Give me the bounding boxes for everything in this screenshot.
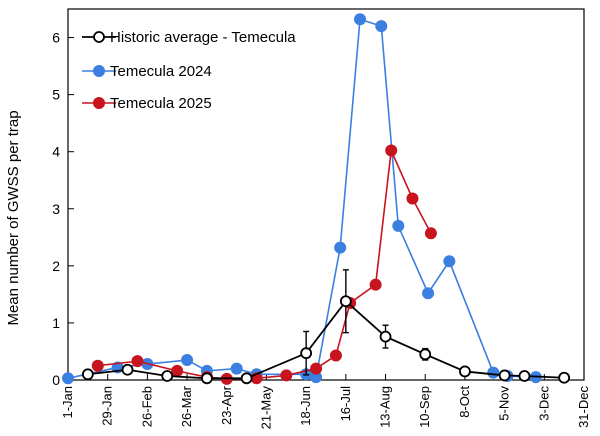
series-line <box>97 147 432 380</box>
x-tick-label: 26-Mar <box>179 385 194 427</box>
series-historic-average <box>81 269 571 385</box>
y-tick-label: 3 <box>52 201 60 217</box>
series-temecula-2025 <box>91 144 437 385</box>
data-point <box>354 13 367 26</box>
y-tick-label: 5 <box>52 87 60 103</box>
axes <box>67 8 585 381</box>
x-tick-label: 18-Jun <box>298 386 313 426</box>
data-point <box>422 287 435 300</box>
data-point <box>329 349 342 362</box>
data-point <box>443 255 456 268</box>
y-axis-label: Mean number of GWSS per trap <box>5 110 22 325</box>
data-point <box>81 368 94 381</box>
data-point <box>339 295 352 308</box>
data-point <box>424 227 437 240</box>
y-tick-label: 4 <box>52 144 60 160</box>
data-point <box>310 362 323 375</box>
data-point <box>62 372 74 385</box>
plot-frame <box>67 8 585 381</box>
y-tick-label: 2 <box>52 258 60 274</box>
data-point <box>334 241 347 254</box>
legend: Historic average - Temecula Temecula 2024… <box>82 29 296 112</box>
y-tick-label: 0 <box>52 372 60 388</box>
x-tick-label: 5-Nov <box>497 386 512 421</box>
data-point <box>240 372 253 385</box>
data-point <box>201 372 213 385</box>
x-tick-label: 8-Oct <box>457 386 472 418</box>
data-point <box>131 355 144 368</box>
data-point <box>406 192 419 205</box>
data-point <box>498 369 511 382</box>
legend-label: Historic average - Temecula <box>110 29 296 46</box>
x-tick-label: 10-Sep <box>417 386 432 428</box>
data-point <box>181 354 194 367</box>
data-point <box>121 363 134 376</box>
data-point <box>300 347 313 360</box>
x-tick-label: 3-Dec <box>536 386 551 421</box>
data-point <box>419 348 432 361</box>
data-point <box>280 369 293 382</box>
data-point <box>487 366 500 379</box>
y-tick-label: 1 <box>52 315 60 331</box>
x-axis-ticks: 1-Jan 29-Jan 26-Feb 26-Mar 23-Apr 21-May 18-Ju… <box>60 374 591 429</box>
series-line <box>67 18 536 380</box>
x-tick-label: 29-Jan <box>100 386 115 426</box>
x-tick-label: 16-Jul <box>338 386 353 422</box>
data-point <box>161 370 174 382</box>
x-tick-label: 13-Aug <box>378 386 393 428</box>
data-point <box>375 20 388 33</box>
data-point <box>369 278 382 291</box>
series-layer <box>62 13 571 385</box>
data-point <box>91 359 104 372</box>
x-tick-label: 23-Apr <box>219 385 234 425</box>
x-tick-label: 1-Jan <box>60 386 75 419</box>
y-tick-label: 6 <box>52 30 60 46</box>
x-tick-label: 21-May <box>258 386 273 430</box>
legend-item: Temecula 2025 <box>82 95 212 112</box>
legend-marker <box>93 31 105 43</box>
y-axis-ticks: 0 1 2 3 4 5 6 <box>52 30 74 388</box>
legend-marker <box>93 97 105 109</box>
data-point <box>518 370 531 382</box>
legend-label: Temecula 2024 <box>110 63 212 80</box>
data-point <box>392 219 405 232</box>
data-point <box>379 330 392 343</box>
data-point <box>171 364 184 377</box>
legend-label: Temecula 2025 <box>110 95 212 112</box>
data-point <box>310 371 323 384</box>
legend-item: Temecula 2024 <box>82 63 212 80</box>
x-tick-label: 31-Dec <box>576 386 591 428</box>
data-point <box>385 144 398 157</box>
x-tick-label: 26-Feb <box>139 386 154 427</box>
data-point <box>230 362 243 375</box>
data-point <box>459 365 471 378</box>
legend-marker <box>93 65 105 77</box>
legend-item: Historic average - Temecula <box>82 29 296 46</box>
data-point <box>558 371 571 384</box>
